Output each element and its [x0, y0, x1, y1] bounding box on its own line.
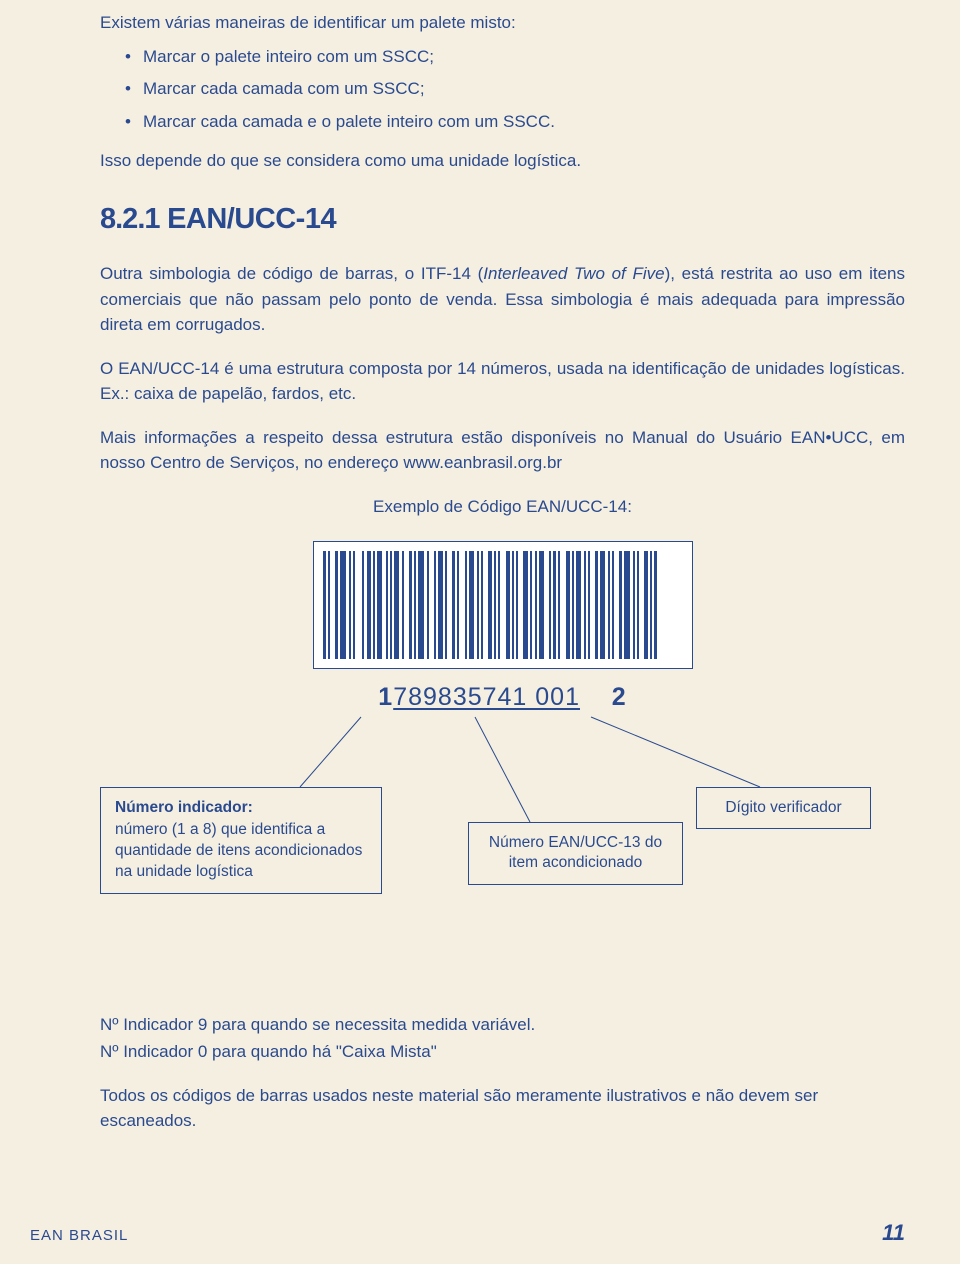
callout-indicator: Número indicador: número (1 a 8) que ide…	[100, 787, 382, 895]
barcode	[313, 541, 693, 669]
barcode-container	[100, 541, 905, 669]
footer-page-number: 11	[882, 1220, 905, 1246]
paragraph-2: O EAN/UCC-14 é uma estrutura composta po…	[100, 356, 905, 407]
footer-brand: EAN BRASIL	[30, 1227, 128, 1244]
note-indicator-9: Nº Indicador 9 para quando se necessita …	[100, 1012, 905, 1038]
footer-notes: Nº Indicador 9 para quando se necessita …	[100, 1012, 905, 1134]
section-number: 8.2.1	[100, 203, 160, 235]
page-content: Existem várias maneiras de identificar u…	[100, 10, 905, 1134]
note-illustrative: Todos os códigos de barras usados neste …	[100, 1083, 905, 1134]
callout-indicator-body: número (1 a 8) que identifica a quantida…	[115, 820, 367, 883]
callout-indicator-title: Número indicador:	[115, 798, 367, 819]
callout-ean13: Número EAN/UCC-13 do item acondicionado	[468, 822, 683, 886]
callout-diagram: Número indicador: número (1 a 8) que ide…	[100, 717, 905, 917]
barcode-bars	[323, 551, 683, 659]
paragraph-1: Outra simbologia de código de barras, o …	[100, 261, 905, 338]
depends-text: Isso depende do que se considera como um…	[100, 148, 905, 174]
section-heading: 8.2.1 EAN/UCC-14	[100, 198, 905, 242]
note-indicator-0: Nº Indicador 0 para quando há "Caixa Mis…	[100, 1039, 905, 1065]
bullet-item: Marcar cada camada com um SSCC;	[125, 76, 905, 102]
paragraph-3: Mais informações a respeito dessa estrut…	[100, 425, 905, 476]
intro-text: Existem várias maneiras de identificar u…	[100, 10, 905, 36]
bullet-item: Marcar o palete inteiro com um SSCC;	[125, 44, 905, 70]
bullet-list: Marcar o palete inteiro com um SSCC; Mar…	[125, 44, 905, 135]
para1-italic: Interleaved Two of Five	[483, 264, 664, 283]
bullet-item: Marcar cada camada e o palete inteiro co…	[125, 109, 905, 135]
para1-part-a: Outra simbologia de código de barras, o …	[100, 264, 483, 283]
section-title: EAN/UCC-14	[167, 203, 336, 235]
page-footer: EAN BRASIL 11	[30, 1220, 905, 1246]
example-label: Exemplo de Código EAN/UCC-14:	[100, 494, 905, 520]
callout-check-digit: Dígito verificador	[696, 787, 871, 830]
